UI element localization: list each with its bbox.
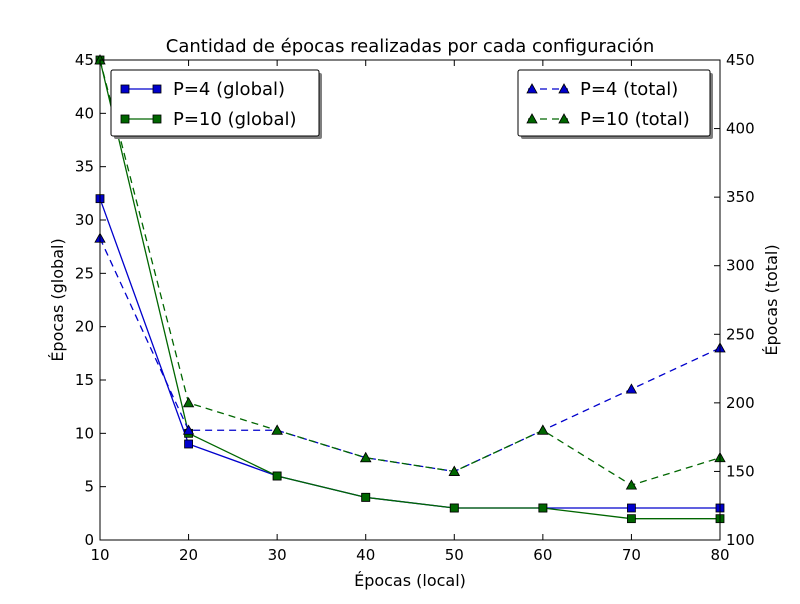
- y-left-tick-label: 45: [75, 51, 94, 69]
- y-left-tick-label: 15: [75, 371, 94, 389]
- y-left-tick-label: 40: [75, 104, 94, 122]
- data-point-3-6: [625, 479, 638, 490]
- y-right-tick-label: 350: [726, 188, 755, 206]
- legend-label: P=4 (global): [173, 79, 285, 100]
- data-point-1-2: [272, 471, 282, 481]
- data-point-3-3: [360, 451, 372, 463]
- legend-label: P=10 (total): [580, 109, 690, 130]
- data-point-2-1: [182, 424, 195, 435]
- chart-title: Cantidad de épocas realizadas por cada c…: [166, 36, 654, 57]
- legend-left-box: [110, 69, 320, 137]
- x-tick-label: 50: [445, 546, 464, 564]
- data-point-3-5: [537, 424, 549, 435]
- y-axis-right-label: Épocas (total): [762, 244, 781, 355]
- x-tick-label: 20: [179, 546, 198, 564]
- y-left-tick-label: 0: [84, 531, 94, 549]
- y-left-tick-label: 20: [75, 318, 94, 336]
- y-right-tick-label: 400: [726, 120, 755, 138]
- x-tick-label: 10: [90, 546, 109, 564]
- legend-left: P=4 (global) P=10 (global): [110, 69, 322, 139]
- legend-marker: [526, 83, 538, 94]
- legend-marker: [558, 113, 570, 124]
- y-left-tick-label: 30: [75, 211, 94, 229]
- data-point-3-4: [448, 465, 460, 476]
- legend-label: P=10 (global): [173, 109, 297, 130]
- y-axis-left-label: Épocas (global): [48, 238, 67, 361]
- y-left-tick-label: 5: [84, 478, 94, 496]
- series-line-1: [99, 59, 720, 520]
- data-point-3-2: [271, 424, 283, 435]
- data-point-2-6: [625, 383, 638, 394]
- plot-area: 10 20 30 40 50 60 70 80 0 5 10 15 20 25 30 35 40 45 100 150…: [75, 51, 755, 564]
- x-tick-label: 60: [533, 546, 552, 564]
- legend-label: P=4 (total): [580, 79, 678, 100]
- y-right-tick-label: 200: [726, 394, 755, 412]
- legend-marker: [526, 113, 538, 124]
- y-right-tick-label: 450: [726, 51, 755, 69]
- data-point-1-5: [538, 503, 548, 513]
- data-point-0-1: [184, 439, 193, 449]
- data-point-1-3: [361, 492, 371, 502]
- data-point-1-6: [627, 514, 636, 524]
- legend-marker: [120, 114, 130, 124]
- legend-marker: [558, 83, 570, 94]
- y-right-tick-label: 300: [726, 257, 755, 275]
- data-point-3-1: [182, 397, 195, 408]
- y-left-tick-label: 35: [75, 158, 94, 176]
- series-line-2: [99, 238, 721, 473]
- x-tick-label: 40: [356, 546, 375, 564]
- y-left-tick-label: 25: [75, 264, 94, 282]
- x-tick-label: 70: [622, 546, 641, 564]
- series-line-0: [99, 198, 720, 509]
- data-point-1-4: [449, 503, 459, 513]
- x-tick-label: 30: [268, 546, 287, 564]
- x-tick-label: 80: [710, 546, 729, 564]
- data-point-0-6: [627, 503, 636, 513]
- legend-marker: [152, 114, 162, 124]
- legend-marker: [152, 84, 162, 94]
- legend-right: P=4 (total) P=10 (total): [517, 69, 713, 139]
- legends: P=4 (global) P=10 (global) P=4 (total) P=10…: [110, 69, 713, 139]
- y-right-tick-label: 250: [726, 325, 755, 343]
- y-left-tick-label: 10: [75, 424, 94, 442]
- y-right-tick-label: 150: [726, 462, 755, 480]
- plot-frame: [99, 59, 721, 541]
- legend-marker: [120, 84, 130, 94]
- x-axis-label: Épocas (local): [354, 571, 466, 590]
- y-right-tick-label: 100: [726, 531, 755, 549]
